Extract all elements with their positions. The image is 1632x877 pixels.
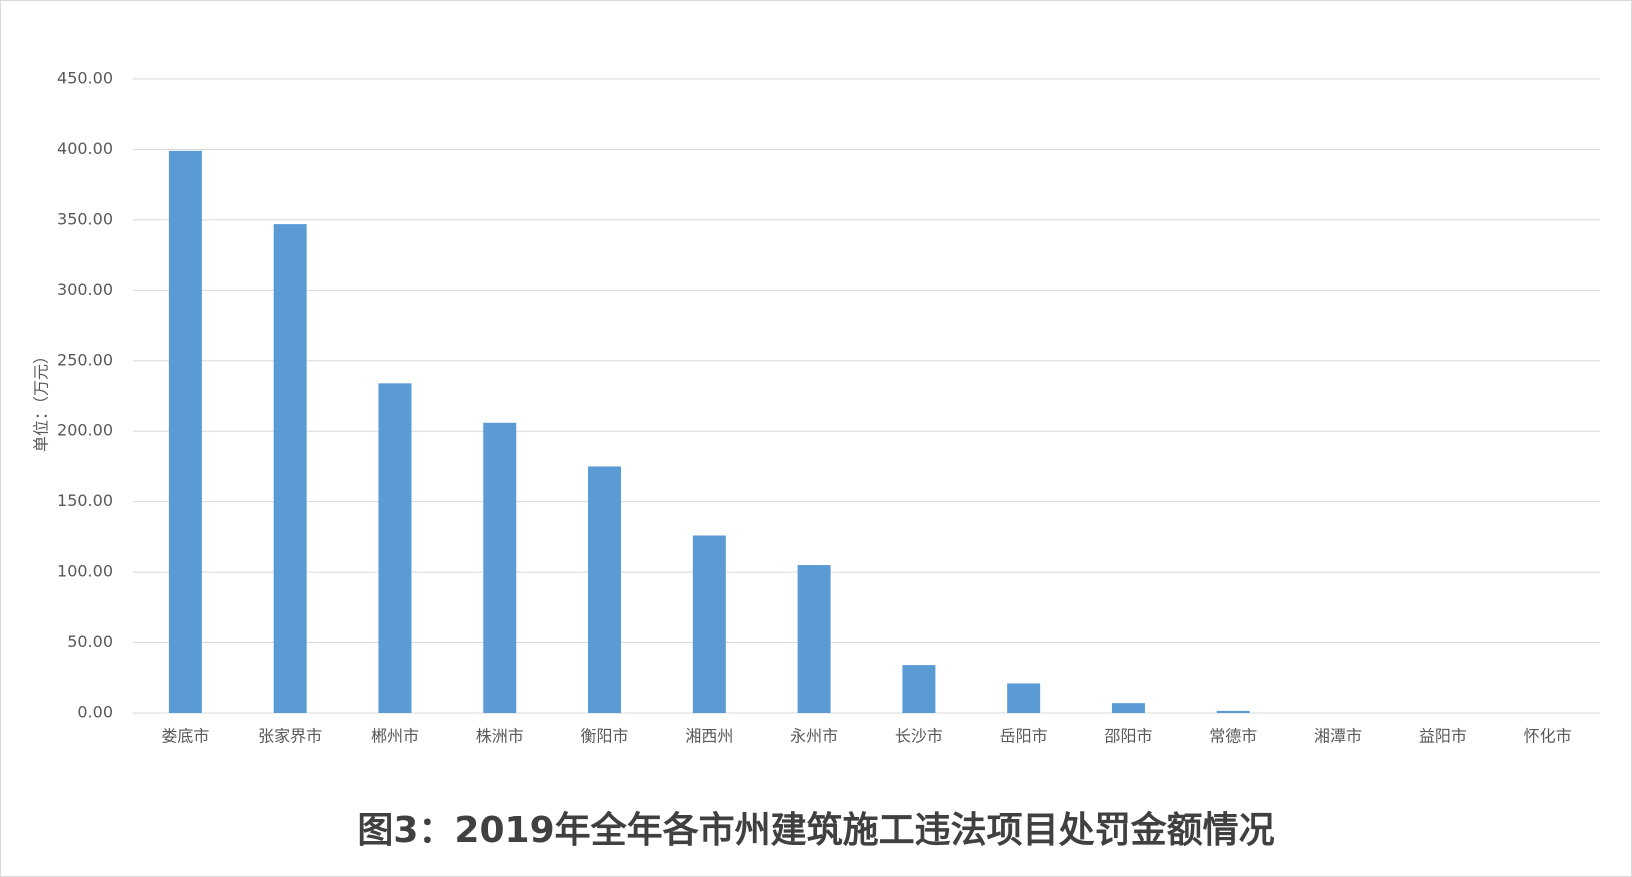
bar: [1007, 683, 1041, 713]
chart-title: 图3：2019年全年各市州建筑施工违法项目处罚金额情况: [357, 809, 1274, 851]
x-tick-label: 岳阳市: [1000, 727, 1048, 746]
y-tick-label: 350.00: [57, 209, 113, 228]
bar: [273, 224, 307, 714]
y-tick-label: 50.00: [67, 632, 113, 651]
x-tick-label: 衡阳市: [581, 727, 629, 746]
x-tick-label: 湘西州: [685, 727, 733, 746]
y-tick-label: 250.00: [57, 350, 113, 369]
bar: [378, 383, 412, 713]
y-tick-label: 400.00: [57, 139, 113, 158]
bar: [588, 466, 622, 713]
x-tick-label: 张家界市: [258, 727, 322, 746]
y-tick-label: 200.00: [57, 421, 113, 440]
x-tick-label: 永州市: [790, 727, 838, 746]
y-tick-label: 150.00: [57, 491, 113, 510]
x-tick-label: 怀化市: [1524, 727, 1572, 746]
x-tick-label: 益阳市: [1419, 727, 1467, 746]
bar: [483, 422, 517, 713]
y-axis-label: 单位：（万元）: [32, 348, 51, 452]
x-tick-label: 湘潭市: [1314, 727, 1362, 746]
bar: [797, 565, 831, 713]
x-tick-label: 娄底市: [161, 727, 209, 746]
x-tick-label: 长沙市: [895, 727, 943, 746]
x-tick-label: 郴州市: [371, 727, 419, 746]
y-tick-label: 100.00: [57, 562, 113, 581]
bar: [902, 665, 936, 713]
x-tick-label: 邵阳市: [1104, 727, 1152, 746]
y-tick-label: 0.00: [77, 703, 113, 722]
y-tick-label: 300.00: [57, 280, 113, 299]
x-tick-label: 常德市: [1209, 727, 1257, 746]
bar: [1216, 710, 1250, 713]
bar: [168, 150, 202, 713]
y-tick-label: 450.00: [57, 69, 113, 88]
x-tick-label: 株洲市: [476, 727, 524, 746]
bar: [692, 535, 726, 713]
bar: [1111, 703, 1145, 713]
